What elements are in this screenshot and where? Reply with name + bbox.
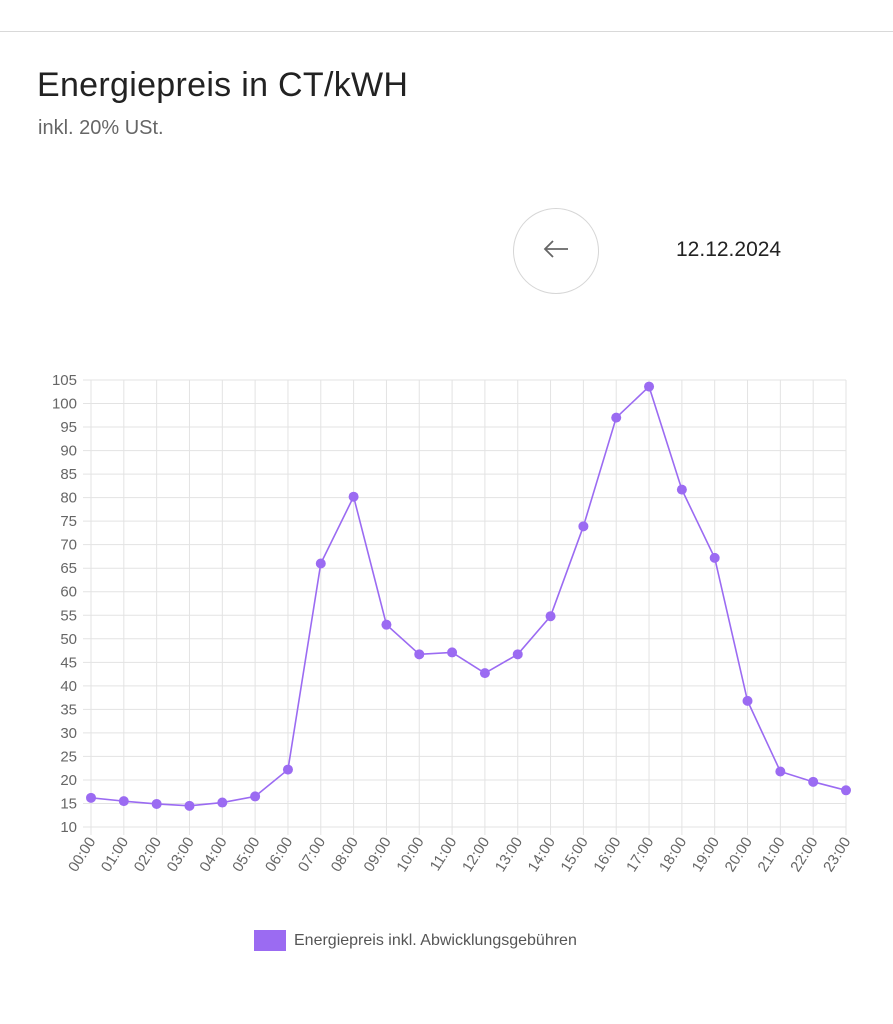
x-tick-label: 05:00 (229, 834, 263, 875)
data-point (775, 766, 786, 777)
x-tick-label: 01:00 (98, 834, 132, 875)
x-tick-label: 11:00 (427, 834, 461, 874)
x-tick-label: 20:00 (722, 834, 756, 875)
y-tick-label: 55 (60, 607, 77, 624)
x-tick-label: 14:00 (525, 834, 559, 875)
y-tick-label: 35 (60, 701, 77, 718)
data-point (709, 552, 720, 563)
price-line-chart: 10 15 20 25 30 35 40 45 50 55 60 65 70 75 80 85 90 95 100 1… (52, 372, 854, 875)
data-point (217, 797, 228, 808)
data-point (841, 785, 851, 796)
data-point (808, 776, 819, 787)
page-subtitle: inkl. 20% USt. (38, 117, 164, 139)
y-tick-label: 45 (60, 654, 77, 671)
y-tick-label: 50 (60, 631, 77, 648)
x-tick-label: 13:00 (492, 834, 526, 875)
x-tick-label: 02:00 (131, 834, 165, 875)
x-tick-label: 19:00 (689, 834, 723, 875)
x-tick-label: 07:00 (295, 834, 329, 875)
x-tick-label: 08:00 (328, 834, 362, 875)
y-tick-label: 105 (52, 372, 77, 389)
data-point (151, 798, 162, 809)
x-tick-label: 16:00 (590, 834, 624, 875)
top-bar (0, 0, 893, 32)
data-point (184, 800, 195, 811)
y-tick-label: 65 (60, 560, 77, 577)
y-tick-label: 75 (60, 513, 77, 530)
data-point (282, 764, 293, 775)
y-tick-label: 60 (60, 584, 77, 601)
current-date: 12.12.2024 (676, 238, 782, 261)
data-point (86, 792, 96, 803)
y-tick-label: 20 (60, 772, 77, 789)
y-tick-label: 85 (60, 466, 77, 483)
data-point (315, 558, 326, 569)
x-tick-label: 06:00 (262, 834, 296, 875)
y-tick-label: 90 (60, 443, 77, 460)
legend-label: Energiepreis inkl. Abwicklungsgebühren (294, 931, 577, 949)
y-tick-label: 10 (60, 819, 77, 836)
x-tick-label: 04:00 (196, 834, 230, 875)
x-tick-label: 15:00 (557, 834, 591, 875)
data-point (414, 649, 425, 660)
x-tick-label: 21:00 (754, 834, 788, 875)
y-tick-label: 40 (60, 678, 77, 695)
data-point (118, 796, 129, 807)
x-tick-label: 00:00 (65, 834, 99, 875)
arrow-left-icon (542, 239, 570, 264)
x-tick-label: 17:00 (623, 834, 657, 875)
data-point (447, 647, 458, 658)
series-line (90, 385, 847, 807)
y-tick-label: 25 (60, 748, 77, 765)
x-tick-label: 18:00 (656, 834, 690, 875)
chart-legend[interactable]: Energiepreis inkl. Abwicklungsgebühren (254, 930, 577, 951)
data-point (250, 791, 261, 802)
x-tick-label: 12:00 (459, 834, 493, 875)
y-tick-label: 70 (60, 537, 77, 554)
previous-day-button[interactable] (513, 208, 599, 294)
data-point (676, 484, 687, 495)
y-tick-label: 80 (60, 490, 77, 507)
x-tick-label: 10:00 (393, 834, 427, 875)
data-point (348, 491, 359, 502)
x-tick-label: 23:00 (820, 834, 854, 875)
y-tick-label: 100 (52, 396, 77, 413)
x-tick-label: 03:00 (164, 834, 198, 875)
data-point (381, 619, 392, 630)
page-title: Energiepreis in CT/kWH (37, 66, 409, 104)
x-tick-label: 22:00 (787, 834, 821, 875)
data-point (578, 521, 589, 532)
data-point (479, 668, 490, 679)
data-point (512, 649, 523, 660)
y-tick-label: 15 (60, 795, 77, 812)
data-point (742, 695, 753, 706)
y-tick-label: 95 (60, 419, 77, 436)
y-tick-label: 30 (60, 725, 77, 742)
data-point (545, 611, 556, 622)
data-point (611, 412, 622, 423)
legend-swatch (254, 930, 286, 951)
x-tick-label: 09:00 (361, 834, 395, 875)
data-point (644, 381, 655, 392)
